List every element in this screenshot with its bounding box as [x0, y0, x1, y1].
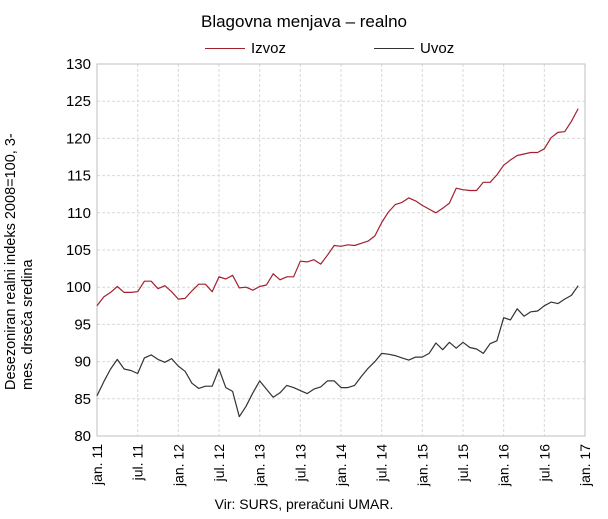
x-tick-label: jul. 15: [455, 444, 471, 483]
y-tick-label: 80: [74, 428, 91, 445]
y-tick-label: 110: [67, 205, 91, 222]
x-tick-label: jan. 12: [170, 444, 186, 487]
x-tick-label: jan. 14: [333, 444, 349, 487]
y-tick-label: 100: [66, 279, 91, 296]
x-tick-label: jan. 16: [496, 444, 512, 487]
x-tick-label: jan. 15: [414, 444, 430, 487]
y-tick-label: 130: [66, 56, 91, 73]
legend-label-izvoz: Izvoz: [251, 40, 287, 57]
source-note: Vir: SURS, preračuni UMAR.: [214, 496, 394, 512]
y-tick-label: 105: [66, 242, 91, 259]
x-tick-label: jan. 11: [89, 444, 105, 486]
y-tick-label: 120: [66, 130, 91, 147]
x-tick-label: jan. 17: [577, 444, 593, 487]
y-tick-label: 85: [74, 391, 91, 408]
legend-swatch-izvoz: [205, 48, 245, 49]
legend-swatch-uvoz: [374, 48, 415, 49]
plot-area-frame: [96, 63, 586, 437]
x-tick-label: jul. 13: [292, 444, 308, 483]
legend: Izvoz Uvoz: [205, 40, 454, 57]
y-tick-label: 95: [74, 316, 91, 333]
legend-item-uvoz: Uvoz: [374, 40, 454, 57]
y-tick-label: 125: [66, 93, 91, 110]
legend-item-izvoz: Izvoz: [205, 40, 286, 57]
x-tick-label: jul. 14: [374, 444, 390, 483]
y-tick-label: 90: [74, 354, 91, 371]
x-tick-label: jul. 16: [536, 444, 552, 483]
legend-label-uvoz: Uvoz: [420, 40, 455, 57]
y-tick-label: 115: [67, 168, 91, 185]
x-tick-label: jul. 11: [130, 444, 146, 482]
chart-title: Blagovna menjava – realno: [200, 12, 408, 31]
series-line-uvoz: [96, 285, 579, 418]
x-tick-label: jul. 12: [211, 444, 227, 483]
x-tick-label: jan. 13: [252, 444, 268, 487]
series-line-izvoz: [96, 108, 579, 307]
